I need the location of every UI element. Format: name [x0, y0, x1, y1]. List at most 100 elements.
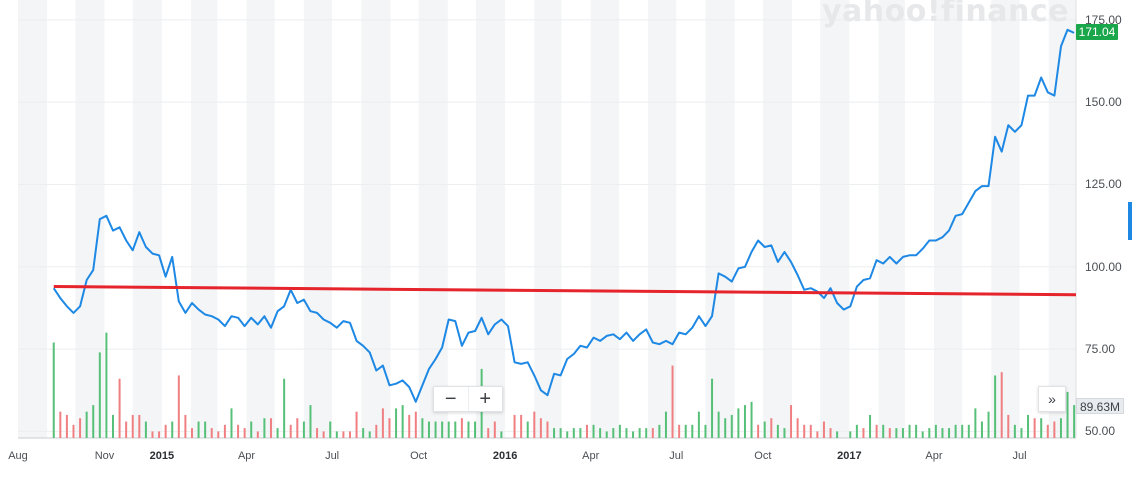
volume-bar — [869, 414, 872, 438]
volume-bar — [460, 418, 463, 438]
volume-bar — [263, 418, 266, 438]
volume-bar — [250, 421, 253, 438]
volume-bar — [362, 428, 365, 438]
volume-bar — [276, 428, 279, 438]
volume-bar — [776, 424, 779, 438]
volume-bar — [296, 418, 299, 438]
volume-bar — [131, 414, 134, 438]
month-band — [303, 0, 333, 438]
volume-bar — [882, 424, 885, 438]
volume-bar — [237, 424, 240, 438]
volume-bar — [783, 428, 786, 438]
volume-bar — [1020, 428, 1023, 438]
volume-bar — [493, 421, 496, 438]
volume-bar — [197, 421, 200, 438]
x-tick-label: Aug — [8, 450, 28, 462]
volume-bar — [961, 424, 964, 438]
volume-bar — [434, 421, 437, 438]
last-volume-badge: 89.63M — [1076, 398, 1124, 414]
volume-bar — [322, 431, 325, 438]
volume-bar — [572, 428, 575, 438]
volume-bar — [1033, 418, 1036, 438]
volume-bar — [210, 428, 213, 438]
volume-bar — [605, 431, 608, 438]
volume-bar — [111, 414, 114, 438]
volume-bar — [632, 431, 635, 438]
volume-bar — [526, 421, 529, 438]
volume-bar — [256, 431, 259, 438]
x-tick-label: Oct — [410, 450, 428, 462]
volume-bar — [1046, 424, 1049, 438]
month-band — [705, 0, 735, 438]
volume-bar — [612, 428, 615, 438]
volume-bar — [1059, 418, 1062, 438]
volume-bar — [803, 424, 806, 438]
volume-bar — [1000, 372, 1003, 438]
volume-bar — [737, 408, 740, 438]
volume-bar — [743, 405, 746, 438]
volume-bar — [934, 424, 937, 438]
volume-bar — [217, 431, 220, 438]
volume-bar — [1073, 405, 1076, 438]
double-chevron-right-icon: » — [1048, 391, 1056, 407]
x-tick-label: Jul — [1012, 450, 1027, 462]
volume-bar — [105, 332, 108, 438]
volume-bar — [500, 431, 503, 438]
volume-bar — [638, 428, 641, 438]
volume-bar — [855, 424, 858, 438]
x-tick-label: 2016 — [492, 450, 518, 462]
volume-bar — [829, 428, 832, 438]
month-bands — [18, 0, 1076, 438]
volume-bar — [283, 378, 286, 438]
x-tick-label: Jul — [669, 450, 684, 462]
volume-bar — [711, 378, 714, 438]
trend-line-group — [53, 285, 1077, 297]
volume-bar — [579, 428, 582, 438]
month-band — [18, 0, 48, 438]
month-band — [361, 0, 391, 438]
volume-bar — [1040, 418, 1043, 438]
zoom-out-button[interactable]: − — [444, 387, 457, 410]
volume-bar — [862, 428, 865, 438]
volume-bar — [125, 421, 128, 438]
volume-bar — [915, 424, 918, 438]
volume-bar — [1013, 424, 1016, 438]
volume-bar — [763, 421, 766, 438]
month-band — [820, 0, 850, 438]
scroll-handle[interactable] — [1128, 202, 1132, 240]
volume-bar — [967, 424, 970, 438]
volume-bar — [395, 408, 398, 438]
volume-bar — [954, 424, 957, 438]
volume-bar — [427, 421, 430, 438]
volume-bar — [520, 414, 523, 438]
volume-bar — [796, 418, 799, 438]
volume-bar — [928, 428, 931, 438]
volume-bar — [546, 421, 549, 438]
zoom-in-button[interactable]: + — [467, 387, 503, 411]
volume-bar — [875, 424, 878, 438]
volume-bar — [987, 411, 990, 438]
volume-bar — [697, 411, 700, 438]
y-tick-label: 150.00 — [1085, 95, 1122, 110]
price-line-group — [52, 28, 1075, 403]
expand-button[interactable]: » — [1038, 386, 1066, 412]
volume-bar — [177, 375, 180, 438]
y-tick-label: 50.00 — [1085, 424, 1116, 439]
month-band — [132, 0, 162, 438]
x-tick-label: Nov — [94, 450, 115, 462]
yahoo-finance-watermark: yahoo!finance — [822, 0, 1069, 29]
volume-bar — [309, 405, 312, 438]
volume-bar — [474, 421, 477, 438]
volume-bar — [948, 428, 951, 438]
y-tick-label: 100.00 — [1085, 259, 1122, 274]
volume-bar — [566, 431, 569, 438]
month-band — [246, 0, 275, 438]
volume-bar — [368, 431, 371, 438]
last-price-badge: 171.04 — [1076, 24, 1118, 40]
volume-bar — [651, 428, 654, 438]
volume-bar — [118, 378, 121, 438]
volume-bar — [790, 405, 793, 438]
volume-bar — [539, 418, 542, 438]
x-tick-label: Oct — [754, 450, 772, 462]
